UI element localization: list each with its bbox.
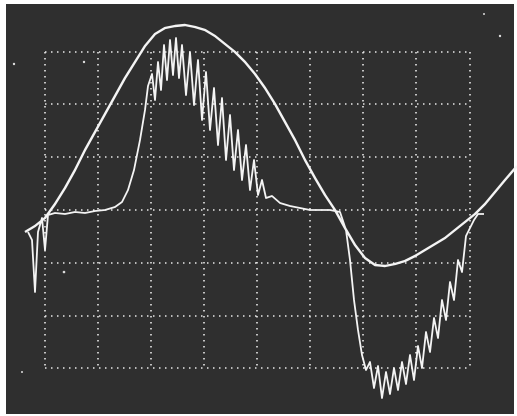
speck xyxy=(21,371,23,373)
speck xyxy=(498,34,502,38)
speck xyxy=(12,62,16,66)
screen xyxy=(6,4,514,414)
voltage-trace xyxy=(24,23,517,268)
speck xyxy=(82,60,86,64)
speck xyxy=(62,270,66,274)
current-trace xyxy=(27,37,484,399)
speck xyxy=(483,13,485,15)
screen-specks xyxy=(12,13,502,373)
